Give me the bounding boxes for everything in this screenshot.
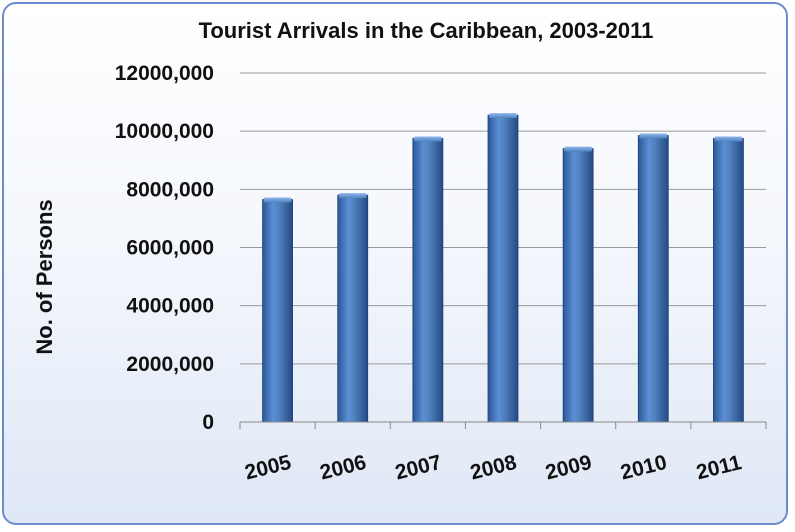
y-tick-label: 10000,000 (115, 120, 214, 143)
x-tick-label: 2011 (694, 451, 744, 484)
chart-title: Tourist Arrivals in the Caribbean, 2003-… (199, 18, 654, 43)
bar-2006 (337, 194, 369, 423)
bar-2009 (562, 148, 594, 423)
y-tick-label: 0 (202, 411, 214, 434)
bar-2005 (262, 199, 293, 423)
bar-cap-2006 (338, 193, 367, 199)
y-tick-label: 2000,000 (126, 353, 214, 376)
x-tick-label: 2010 (618, 451, 669, 485)
x-tick-label: 2005 (243, 451, 294, 485)
bar-2007 (412, 138, 444, 423)
bar-cap-2010 (639, 133, 668, 139)
bar-cap-2011 (714, 136, 743, 142)
y-tick-label: 8000,000 (126, 178, 214, 201)
x-tick-label: 2008 (468, 451, 519, 485)
x-axis (239, 421, 767, 429)
x-tick-label: 2006 (318, 451, 369, 485)
bar-cap-2007 (413, 136, 442, 142)
y-axis-label: No. of Persons (32, 199, 57, 354)
bar-2011 (713, 138, 744, 423)
y-tick-label: 12000,000 (115, 62, 214, 85)
y-tick-labels: 0 2000,000 4000,000 6000,000 8000,000 10000,0… (115, 62, 214, 434)
bar-cap-2009 (564, 146, 593, 152)
y-tick-label: 6000,000 (126, 237, 214, 260)
bar-cap-2005 (263, 197, 292, 203)
x-tick-label: 2007 (393, 451, 444, 485)
x-tick-labels: 2005 2006 2007 2008 2009 2010 2011 (243, 451, 744, 485)
bar-2010 (637, 135, 669, 423)
x-tick-label: 2009 (543, 451, 594, 485)
bar-2008 (487, 114, 519, 423)
bar-cap-2008 (489, 113, 517, 119)
y-tick-label: 4000,000 (126, 295, 214, 318)
bars (262, 113, 744, 423)
